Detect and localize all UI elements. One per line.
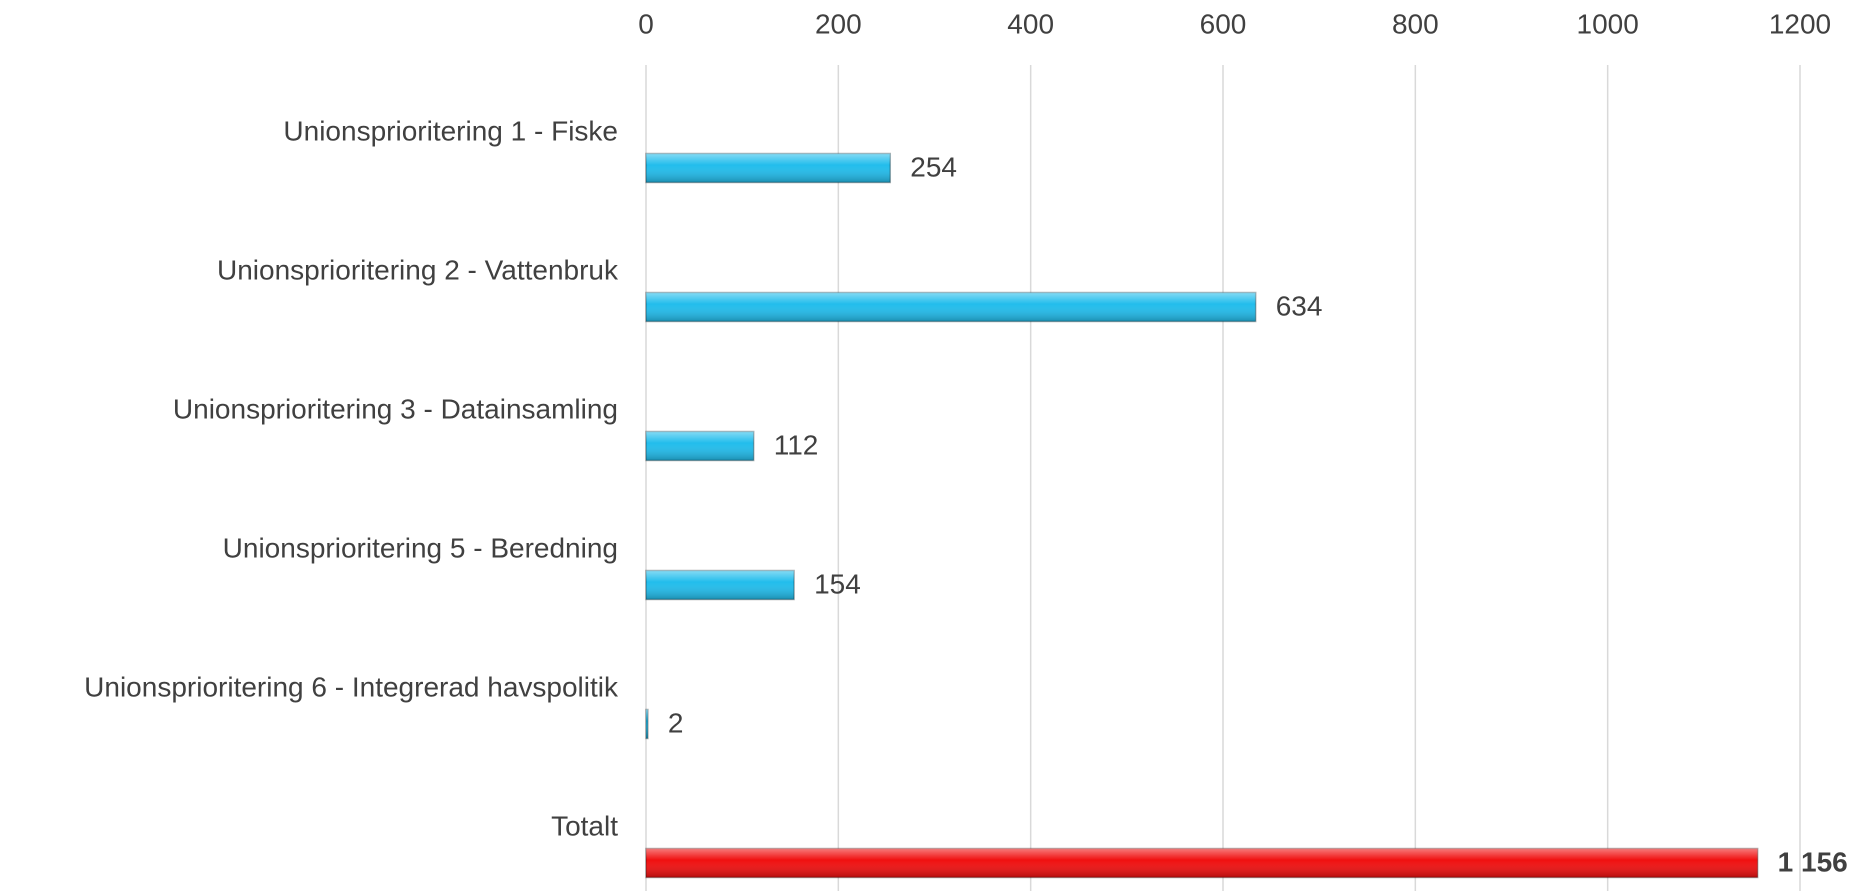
data-label: 154	[814, 568, 861, 599]
x-tick-label: 0	[638, 8, 654, 39]
data-label: 1 156	[1778, 846, 1848, 877]
y-tick-label: Unionsprioritering 2 - Vattenbruk	[217, 254, 619, 285]
x-tick-label: 800	[1392, 8, 1439, 39]
y-tick-label: Unionsprioritering 6 - Integrerad havspo…	[84, 671, 619, 702]
bar	[645, 152, 892, 184]
bar	[645, 847, 1759, 879]
x-tick-label: 600	[1200, 8, 1247, 39]
data-label: 2	[668, 707, 684, 738]
bar	[645, 569, 795, 601]
y-tick-label: Unionsprioritering 1 - Fiske	[283, 115, 618, 146]
bar	[645, 430, 755, 462]
y-tick-label: Unionsprioritering 3 - Datainsamling	[173, 393, 618, 424]
data-label: 254	[910, 151, 957, 182]
bar	[645, 291, 1257, 323]
data-label: 112	[774, 429, 819, 460]
x-tick-label: 400	[1007, 8, 1054, 39]
x-tick-label: 1200	[1769, 8, 1831, 39]
data-label: 634	[1276, 290, 1323, 321]
bar	[645, 708, 649, 740]
x-tick-label: 1000	[1577, 8, 1639, 39]
x-tick-label: 200	[815, 8, 862, 39]
y-tick-label: Totalt	[551, 810, 618, 841]
y-tick-label: Unionsprioritering 5 - Beredning	[223, 532, 618, 563]
